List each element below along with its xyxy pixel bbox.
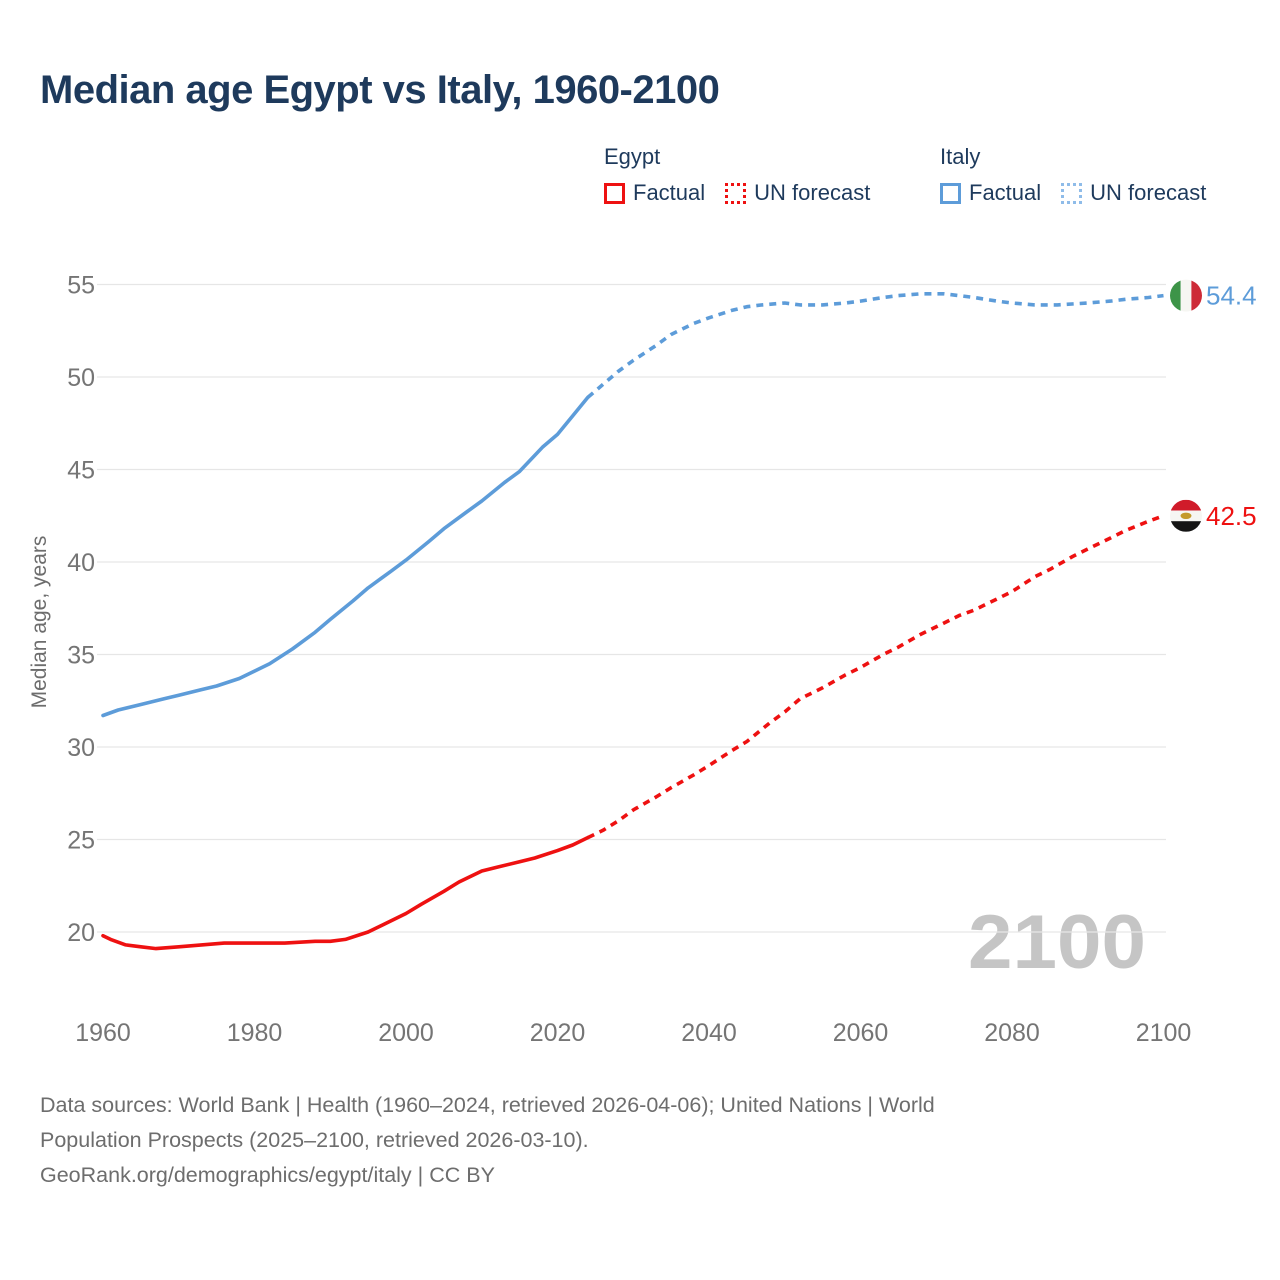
legend-item-italy-forecast: UN forecast: [1061, 180, 1206, 206]
flag-stripe: [1191, 279, 1202, 312]
italy-factual-swatch-icon: [940, 182, 961, 204]
y-tick-label: 30: [67, 734, 95, 762]
italy-forecast-line: [586, 292, 1164, 399]
legend-item-label: Factual: [633, 180, 706, 205]
legend-group-italy: Italy Factual UN forecast: [940, 144, 1226, 206]
x-tick-label: 2040: [681, 1019, 737, 1047]
legend-item-label: Factual: [969, 180, 1042, 205]
y-tick-label: 50: [67, 364, 95, 392]
legend-item-italy-factual: Factual: [940, 180, 1041, 206]
flag-stripe: [1170, 499, 1202, 511]
x-tick-label: 2020: [530, 1019, 586, 1047]
legend-group-egypt-header: Egypt: [604, 144, 661, 169]
egypt-factual-line: [101, 835, 590, 951]
data-sources: Data sources: World Bank | Health (1960–…: [40, 1088, 1200, 1193]
watermark-year: 2100: [968, 900, 1146, 985]
source-line: GeoRank.org/demographics/egypt/italy | C…: [40, 1163, 495, 1187]
y-tick-label: 55: [67, 272, 95, 300]
flag-stripe: [1170, 279, 1181, 312]
x-tick-label: 1960: [75, 1019, 131, 1047]
x-tick-label: 2000: [378, 1019, 434, 1047]
chart-title: Median age Egypt vs Italy, 1960-2100: [40, 68, 720, 112]
source-line: Data sources: World Bank | Health (1960–…: [40, 1093, 935, 1117]
x-tick-label: 2100: [1136, 1019, 1192, 1047]
source-line: Population Prospects (2025–2100, retriev…: [40, 1128, 589, 1152]
egypt-end-value-label: 42.5: [1206, 501, 1257, 531]
y-tick-label: 35: [67, 642, 95, 670]
flag-stripe: [1180, 279, 1192, 312]
legend-row-italy: Factual UN forecast: [940, 180, 1226, 206]
x-tick-label: 1980: [227, 1019, 283, 1047]
legend-item-egypt-factual: Factual: [604, 180, 705, 206]
legend-group-italy-header: Italy: [940, 144, 981, 169]
y-tick-label: 20: [67, 919, 95, 947]
y-tick-label: 25: [67, 827, 95, 855]
italy-end-value-label: 54.4: [1206, 281, 1257, 311]
italy-forecast-swatch-icon: [1061, 182, 1083, 204]
y-axis-title: Median age, years: [28, 536, 51, 709]
egypt-forecast-line: [587, 514, 1165, 840]
y-tick-label: 45: [67, 457, 95, 485]
legend-group-egypt: Egypt Factual UN forecast: [604, 144, 890, 206]
legend-item-label: UN forecast: [1090, 180, 1207, 205]
egypt-forecast-swatch-icon: [725, 182, 747, 204]
egypt-flag-icon: [1170, 499, 1202, 532]
legend-row-egypt: Factual UN forecast: [604, 180, 890, 206]
legend-item-egypt-forecast: UN forecast: [725, 180, 870, 206]
y-tick-label: 40: [67, 549, 95, 577]
italy-factual-line: [101, 395, 590, 718]
legend-item-label: UN forecast: [754, 180, 871, 205]
italy-flag-icon: [1170, 279, 1202, 312]
flag-stripe: [1170, 521, 1202, 532]
flag-emblem: [1180, 512, 1192, 519]
x-tick-label: 2080: [984, 1019, 1040, 1047]
egypt-factual-swatch-icon: [604, 182, 625, 204]
x-tick-label: 2060: [833, 1019, 889, 1047]
